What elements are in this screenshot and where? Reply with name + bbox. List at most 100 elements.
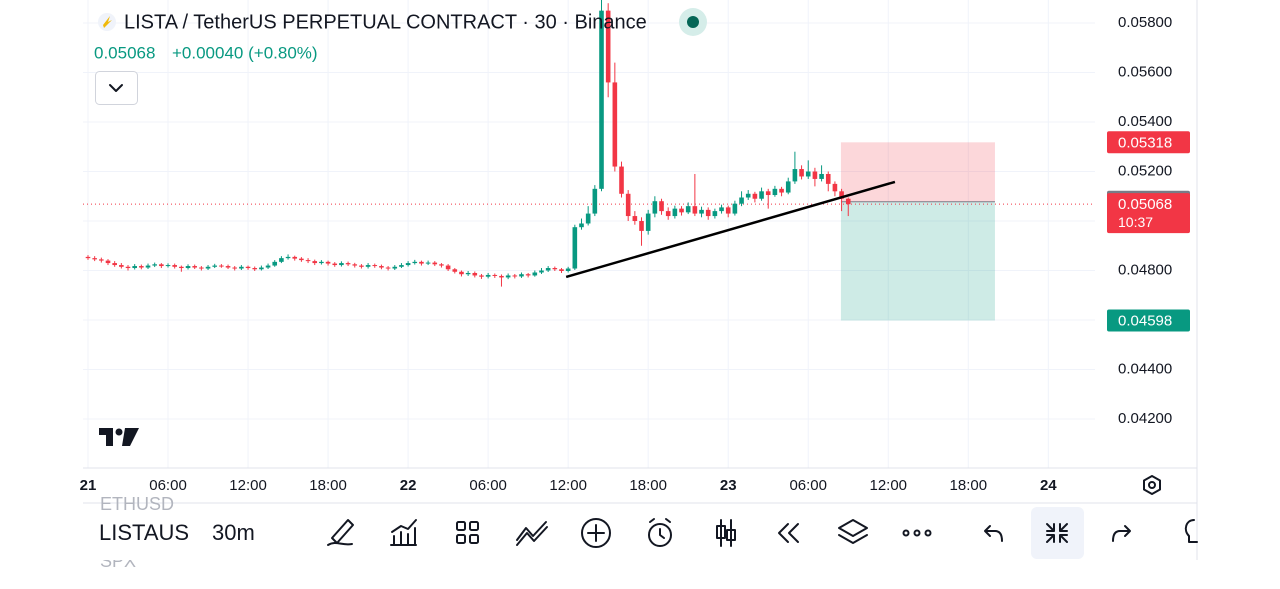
candle-body	[492, 274, 498, 276]
layers-tool[interactable]	[838, 519, 868, 544]
candle-body	[732, 203, 738, 214]
symbol-current[interactable]: LISTAUS	[99, 520, 189, 545]
fade	[83, 548, 193, 560]
redo-tool[interactable]	[1112, 525, 1131, 542]
candle-body	[405, 263, 411, 266]
countdown: 10:37	[1118, 214, 1153, 230]
candle-body	[659, 201, 664, 212]
price-label: 0.04598	[1118, 312, 1172, 329]
candle-body	[605, 10, 611, 83]
candle-body	[572, 227, 578, 269]
undo-tool[interactable]	[984, 525, 1003, 542]
y-tick-label: 0.05800	[1118, 14, 1172, 31]
candle-body	[85, 256, 91, 259]
candle-body	[805, 171, 811, 177]
candle-body	[185, 266, 191, 269]
candle-body	[92, 258, 97, 260]
candle-body	[365, 265, 371, 267]
candle-body	[239, 266, 244, 269]
candle-body	[619, 166, 624, 194]
more-tool[interactable]	[902, 529, 932, 537]
price-label-box	[1107, 131, 1190, 154]
candle-body	[172, 265, 177, 267]
candle-body	[499, 275, 504, 278]
candle-body	[545, 268, 551, 271]
collapse-button[interactable]	[95, 71, 138, 105]
candle-body	[212, 265, 218, 267]
candle-body	[219, 265, 224, 267]
candle-body	[439, 264, 444, 266]
fullscreen-button[interactable]	[1031, 507, 1084, 559]
symbol-prev[interactable]: ETHUSD	[100, 494, 174, 514]
candle-body	[759, 191, 764, 199]
price-label: 0.05068	[1118, 196, 1172, 213]
candle-body	[652, 201, 658, 214]
candle-body	[119, 265, 124, 267]
indicators-tool[interactable]	[390, 519, 417, 546]
candle-body	[599, 10, 604, 189]
candle-body	[459, 271, 464, 275]
candle-body	[225, 266, 231, 268]
chart-type-tool[interactable]	[716, 519, 736, 547]
candle-body	[625, 193, 631, 217]
stop-zone	[840, 142, 995, 202]
candle-body	[592, 188, 598, 214]
candle-body	[645, 213, 651, 231]
candle-body	[385, 267, 391, 269]
compare-tool[interactable]	[516, 521, 548, 546]
candle-body	[839, 191, 844, 199]
candle-body	[105, 260, 111, 264]
candle-body	[692, 206, 698, 214]
candle-body	[339, 263, 344, 266]
candle-body	[532, 272, 538, 276]
candle-body	[199, 267, 204, 269]
candle-body	[432, 262, 438, 265]
candle-body	[639, 221, 644, 231]
x-tick-label: 06:00	[149, 477, 187, 494]
last-price: 0.05068	[94, 43, 155, 62]
candle-body	[465, 272, 471, 275]
add-tool[interactable]	[581, 518, 611, 548]
market-status-dot	[687, 16, 699, 28]
settings-icon[interactable]	[1143, 475, 1161, 495]
candle-body	[145, 265, 151, 268]
x-tick-label: 24	[1040, 477, 1057, 494]
x-tick-label: 06:00	[469, 477, 507, 494]
x-tick-label: 06:00	[789, 477, 827, 494]
candle-body	[765, 191, 771, 196]
candle-body	[112, 263, 117, 266]
candle-body	[312, 261, 318, 264]
layouts-tool[interactable]	[456, 521, 479, 544]
candle-body	[452, 269, 458, 272]
x-tick-label: 12:00	[549, 477, 587, 494]
interval[interactable]: 30m	[212, 520, 255, 545]
candle-body	[792, 169, 798, 182]
y-tick-label: 0.05600	[1118, 63, 1172, 80]
candle-body	[179, 266, 184, 269]
draw-tool[interactable]	[327, 519, 354, 546]
candle-body	[425, 262, 431, 264]
alert-tool[interactable]	[648, 518, 672, 547]
candle-body	[512, 275, 518, 277]
price-axis: 0.058000.056000.054000.052000.050000.048…	[1107, 14, 1190, 427]
candle-body	[799, 169, 804, 177]
candle-body	[332, 263, 338, 266]
candle-body	[125, 266, 131, 269]
candle-body	[345, 263, 351, 265]
candle-body	[705, 209, 711, 217]
candle-body	[359, 265, 364, 267]
candle-body	[752, 193, 758, 199]
x-tick-label: 21	[80, 477, 97, 494]
candle-body	[232, 267, 238, 269]
candle-body	[279, 258, 284, 262]
y-tick-label: 0.04400	[1118, 360, 1172, 377]
replay-tool[interactable]	[778, 523, 799, 543]
candle-body	[525, 274, 531, 276]
candle-body	[825, 173, 831, 184]
candle-body	[812, 171, 818, 179]
x-tick-label: 12:00	[869, 477, 907, 494]
idea-tool[interactable]	[1184, 519, 1198, 543]
candle-body	[559, 269, 564, 271]
candle-body	[319, 261, 324, 264]
